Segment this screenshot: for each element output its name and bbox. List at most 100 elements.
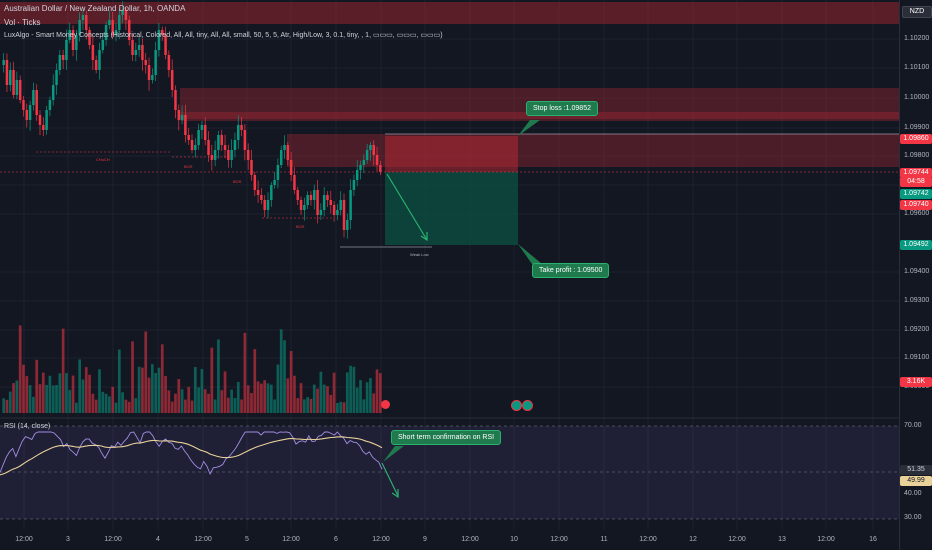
volume-bar	[94, 399, 98, 413]
symbol-legend[interactable]: Australian Dollar / New Zealand Dollar, …	[4, 4, 186, 13]
volume-bar	[260, 383, 263, 413]
price-tick: 1.10000	[904, 94, 930, 101]
volume-bar	[200, 368, 204, 413]
volume-bar	[197, 387, 200, 413]
candle-body	[313, 190, 316, 200]
price-tick: 1.09100	[904, 354, 930, 361]
volume-bar	[141, 367, 144, 413]
candle-body	[81, 15, 85, 20]
candle-body	[38, 115, 42, 125]
candle-body	[296, 190, 299, 200]
volume-bar	[121, 392, 124, 413]
volume-bar	[355, 387, 359, 413]
volume-bar	[266, 383, 270, 413]
price-scale[interactable]	[899, 0, 932, 550]
candle-body	[2, 60, 5, 65]
rsi-tick-30: 30.00	[904, 514, 922, 521]
candle-body	[355, 170, 359, 180]
volume-bar	[329, 394, 333, 413]
candle-body	[147, 65, 151, 80]
candle-body	[379, 165, 382, 172]
volume-bar	[160, 344, 164, 413]
candle-body	[336, 210, 339, 215]
candle-body	[217, 135, 220, 150]
candle-body	[375, 155, 379, 165]
candle-body	[75, 35, 78, 50]
volume-bar	[187, 386, 191, 413]
candle-body	[237, 125, 240, 140]
weak-low-label: Weak Low	[410, 252, 429, 257]
volume-bar	[253, 349, 257, 413]
time-tick: 11	[600, 536, 608, 543]
candle-body	[88, 30, 91, 45]
candle-body	[167, 55, 171, 70]
candle-body	[369, 145, 372, 150]
price-tick: 1.09800	[904, 152, 930, 159]
candle-body	[365, 150, 369, 160]
candle-body	[346, 220, 349, 230]
volume-bar	[137, 366, 141, 413]
volume-bar	[157, 367, 161, 413]
candle-body	[213, 150, 217, 160]
take-profit-zone[interactable]	[385, 172, 518, 245]
volume-bar	[263, 380, 267, 413]
candle-body	[299, 200, 303, 210]
volume-bar	[108, 396, 111, 413]
time-tick: 12:00	[728, 536, 746, 543]
volume-bar	[217, 339, 220, 413]
indicator-legend[interactable]: LuxAlgo - Smart Money Concepts (Historic…	[4, 32, 443, 39]
candle-body	[170, 70, 174, 90]
volume-bar	[98, 369, 101, 413]
volume-bar	[213, 399, 217, 413]
candle-body	[339, 200, 342, 210]
volume-bar	[180, 389, 184, 413]
volume-bar	[223, 371, 227, 413]
candle-body	[197, 130, 200, 145]
volume-bar	[207, 393, 210, 413]
time-tick: 3	[66, 536, 70, 543]
candle-body	[316, 190, 319, 215]
volume-bar	[316, 388, 319, 413]
volume-bar	[114, 402, 118, 413]
time-tick: 12:00	[461, 536, 479, 543]
candle-body	[15, 80, 19, 95]
candle-body	[273, 180, 276, 185]
stop-loss-callout[interactable]: Stop loss :1.09852	[526, 101, 598, 116]
flag-icon[interactable]	[522, 400, 533, 411]
volume-bar	[8, 391, 12, 413]
volume-bar	[293, 375, 296, 413]
rsi-ma-value-label: 49.99	[900, 476, 932, 486]
candle-body	[309, 195, 313, 200]
candle-body	[124, 10, 128, 20]
lightning-icon[interactable]	[381, 400, 390, 409]
volume-legend[interactable]: Vol · Ticks	[4, 18, 41, 27]
candle-body	[227, 150, 230, 160]
candle-body	[141, 45, 144, 60]
rsi-callout[interactable]: Short term confirmation on RSI	[391, 430, 502, 445]
take-profit-callout[interactable]: Take profit : 1.09500	[532, 263, 610, 278]
volume-bar	[375, 369, 379, 413]
candlestick-series[interactable]	[2, 1, 382, 239]
candle-body	[306, 195, 309, 205]
volume-bar	[233, 398, 237, 413]
volume-bar	[131, 341, 134, 413]
candle-body	[253, 175, 257, 190]
volume-bar	[51, 385, 55, 413]
volume-bar	[359, 380, 362, 413]
rsi-legend[interactable]: RSI (14, close)	[4, 423, 51, 430]
volume-bar	[345, 372, 349, 413]
volume-bar	[184, 399, 187, 413]
flag-icon[interactable]	[511, 400, 522, 411]
candle-body	[42, 125, 45, 130]
candle-body	[322, 195, 326, 210]
currency-badge[interactable]: NZD	[902, 6, 932, 18]
candle-body	[12, 70, 15, 95]
candle-body	[108, 20, 111, 25]
volume-bar	[256, 381, 260, 413]
volume-bar	[164, 375, 167, 413]
price-tick: 1.09900	[904, 124, 930, 131]
volume-bar	[372, 393, 376, 413]
stop-loss-zone[interactable]	[385, 136, 518, 172]
volume-bar	[35, 359, 39, 413]
